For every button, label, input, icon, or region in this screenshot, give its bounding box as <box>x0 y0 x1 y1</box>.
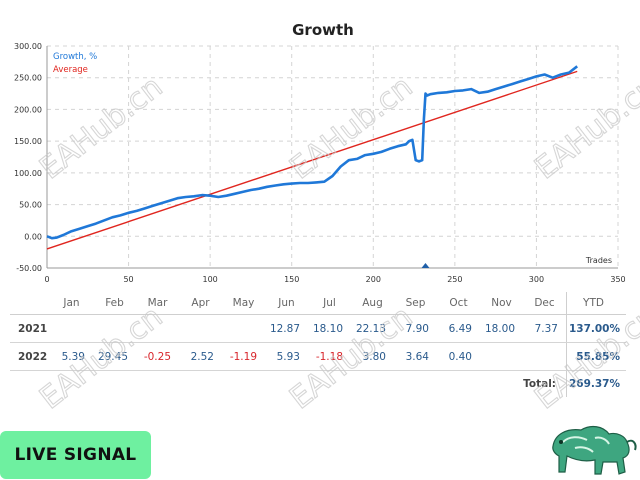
y-tick-label: 50.00 <box>19 201 42 210</box>
month-value: 3.64 <box>405 350 429 363</box>
y-tick-label: 300.00 <box>14 42 42 51</box>
y-tick-label: 200.00 <box>14 105 42 114</box>
leopard-logo <box>552 425 637 475</box>
month-header: Feb <box>105 297 124 309</box>
table-header: Jan Feb Mar Apr May Jun Jul Aug Sep Oct Nov Dec YTD <box>10 292 626 315</box>
month-value: 12.87 <box>269 322 300 335</box>
month-value: 5.93 <box>276 350 300 363</box>
month-header: Nov <box>491 297 512 309</box>
month-value: 2.52 <box>190 350 214 363</box>
series-growth-line <box>46 65 578 240</box>
x-tick-label: 150 <box>284 275 299 284</box>
month-header: May <box>232 297 255 309</box>
table-row: 2022 5.39 29.45 -0.25 2.52 -1.19 5.93 -1.18 3.80… <box>10 343 626 371</box>
y-tick-label: 0.00 <box>24 232 42 241</box>
month-value: 3.80 <box>362 350 386 363</box>
table-row: 2021 12.87 18.10 22.13 7.90 6.49 18.00 7.37 137.… <box>10 315 626 343</box>
monthly-returns-table: Jan Feb Mar Apr May Jun Jul Aug Sep Oct Nov Dec YTD … <box>10 292 626 397</box>
total-row: Total: 269.37% <box>10 371 626 397</box>
month-value: 5.39 <box>61 350 85 363</box>
month-value: 18.10 <box>312 322 343 335</box>
x-tick-label: 200 <box>366 275 381 284</box>
year-label: 2022 <box>18 350 48 363</box>
growth-chart: Growth -50.00 0.00 50.00 100.00 150.00 200.00… <box>14 21 626 284</box>
month-header: Oct <box>449 297 468 309</box>
x-tick-label: 350 <box>610 275 625 284</box>
total-value: 269.37% <box>566 371 626 397</box>
chart-title: Growth <box>292 21 354 39</box>
year-label: 2021 <box>18 322 48 335</box>
legend-average: Average <box>53 65 88 75</box>
x-tick-label: 100 <box>203 275 218 284</box>
month-value: -0.25 <box>143 350 171 363</box>
month-header: Mar <box>147 297 168 309</box>
month-value: 7.90 <box>405 322 429 335</box>
y-tick-label: 250.00 <box>14 74 42 83</box>
chart-legend: Growth, % Average <box>53 52 97 75</box>
month-value: -1.19 <box>229 350 257 363</box>
month-header: Dec <box>534 297 555 309</box>
legend-growth: Growth, % <box>53 52 97 62</box>
month-value: 18.00 <box>484 322 515 335</box>
x-tick-label: 300 <box>529 275 544 284</box>
live-signal-button[interactable]: LIVE SIGNAL <box>0 431 151 479</box>
x-axis-label: Trades <box>585 256 612 265</box>
x-tick-label: 250 <box>447 275 462 284</box>
month-value: 6.49 <box>448 322 472 335</box>
month-header: Jun <box>278 297 295 309</box>
month-value: 29.45 <box>97 350 128 363</box>
ytd-header: YTD <box>566 292 626 314</box>
deposit-marker <box>421 263 430 268</box>
x-tick-label: 50 <box>123 275 133 284</box>
month-value: -1.18 <box>315 350 343 363</box>
x-tick-label: 0 <box>44 275 49 284</box>
ytd-value: 137.00% <box>566 315 626 342</box>
month-header: Aug <box>362 297 383 309</box>
month-value: 7.37 <box>534 322 558 335</box>
y-tick-label: -50.00 <box>16 264 42 273</box>
y-tick-label: 100.00 <box>14 169 42 178</box>
y-tick-label: 150.00 <box>14 137 42 146</box>
total-label: Total: <box>523 378 556 390</box>
ytd-value: 55.85% <box>566 343 626 370</box>
month-header: Jan <box>63 297 80 309</box>
month-value: 22.13 <box>355 322 386 335</box>
month-value: 0.40 <box>448 350 472 363</box>
month-header: Apr <box>191 297 210 309</box>
series-average-line <box>46 70 578 250</box>
month-header: Sep <box>405 297 426 309</box>
month-header: Jul <box>323 297 336 309</box>
